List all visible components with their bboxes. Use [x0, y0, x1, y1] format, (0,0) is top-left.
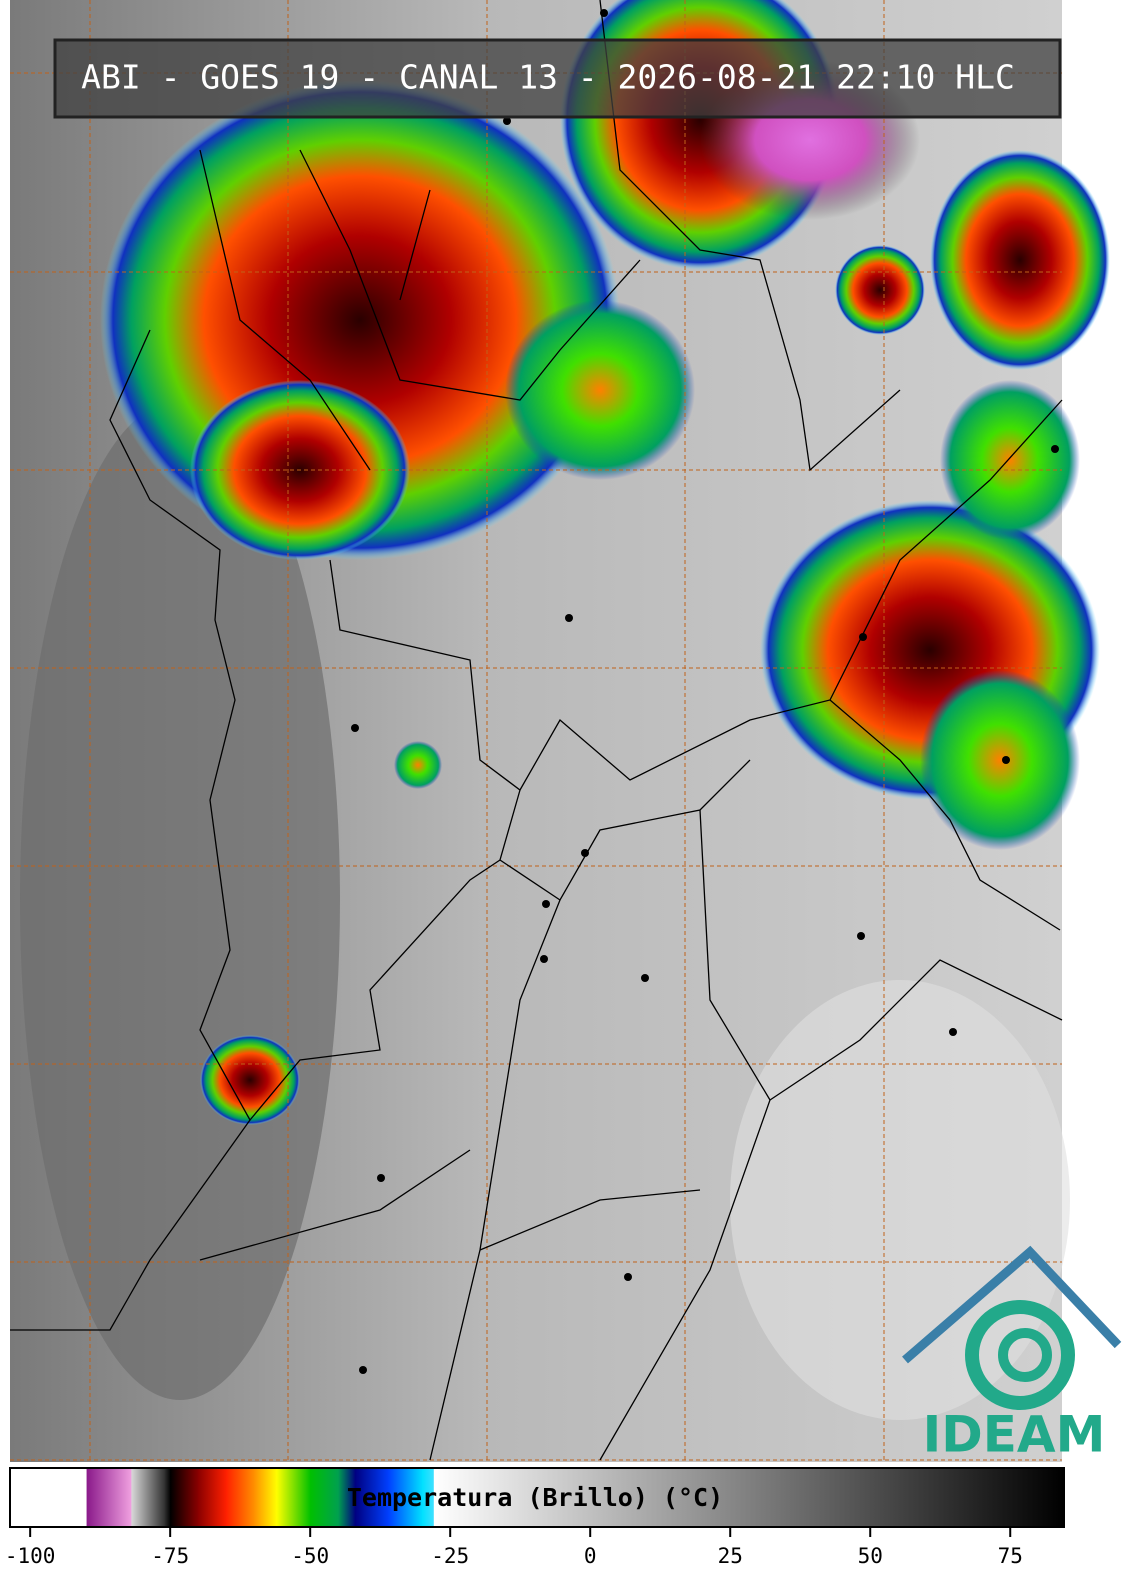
colorbar-segment: [388, 1468, 423, 1527]
tick-label: -100: [5, 1544, 56, 1568]
colorbar-segment: [310, 1468, 339, 1527]
logo-text: IDEAM: [923, 1406, 1106, 1464]
colorbar-segment: [433, 1468, 435, 1527]
tick-label: 75: [998, 1544, 1023, 1568]
colorbar-segment: [276, 1468, 311, 1527]
colorbar-segment: [254, 1468, 278, 1527]
satellite-map: [10, 0, 1110, 1462]
title-box: [53, 38, 1062, 119]
title: ABI - GOES 19 - CANAL 13 - 2026-08-21 22…: [81, 58, 1015, 97]
colorbar-label: Temperatura (Brillo) (°C): [347, 1483, 723, 1512]
tick-label: 25: [718, 1544, 743, 1568]
colorbar-segment: [433, 1468, 1065, 1527]
colorbar-frame: [9, 1467, 1065, 1528]
colorbar-segment: [164, 1468, 171, 1527]
colorbar: [10, 1468, 1065, 1527]
colorbar-segment: [422, 1468, 434, 1527]
tick-label: -75: [151, 1544, 189, 1568]
tick-label: -25: [431, 1544, 469, 1568]
tick-label: -50: [291, 1544, 329, 1568]
colorbar-segment: [226, 1468, 255, 1527]
tick-label: 50: [858, 1544, 883, 1568]
colorbar-segment: [130, 1468, 133, 1527]
colorbar-segment: [10, 1468, 87, 1527]
colorbar-segment: [86, 1468, 88, 1527]
tick-label: 0: [584, 1544, 597, 1568]
colorbar-segment: [338, 1468, 356, 1527]
colorbar-segment: [131, 1468, 166, 1527]
logo: IDEAM: [902, 1245, 1122, 1464]
colorbar-segment: [170, 1468, 199, 1527]
colorbar-segment: [86, 1468, 132, 1527]
colorbar-segment: [198, 1468, 227, 1527]
colorbar-segment: [354, 1468, 390, 1527]
